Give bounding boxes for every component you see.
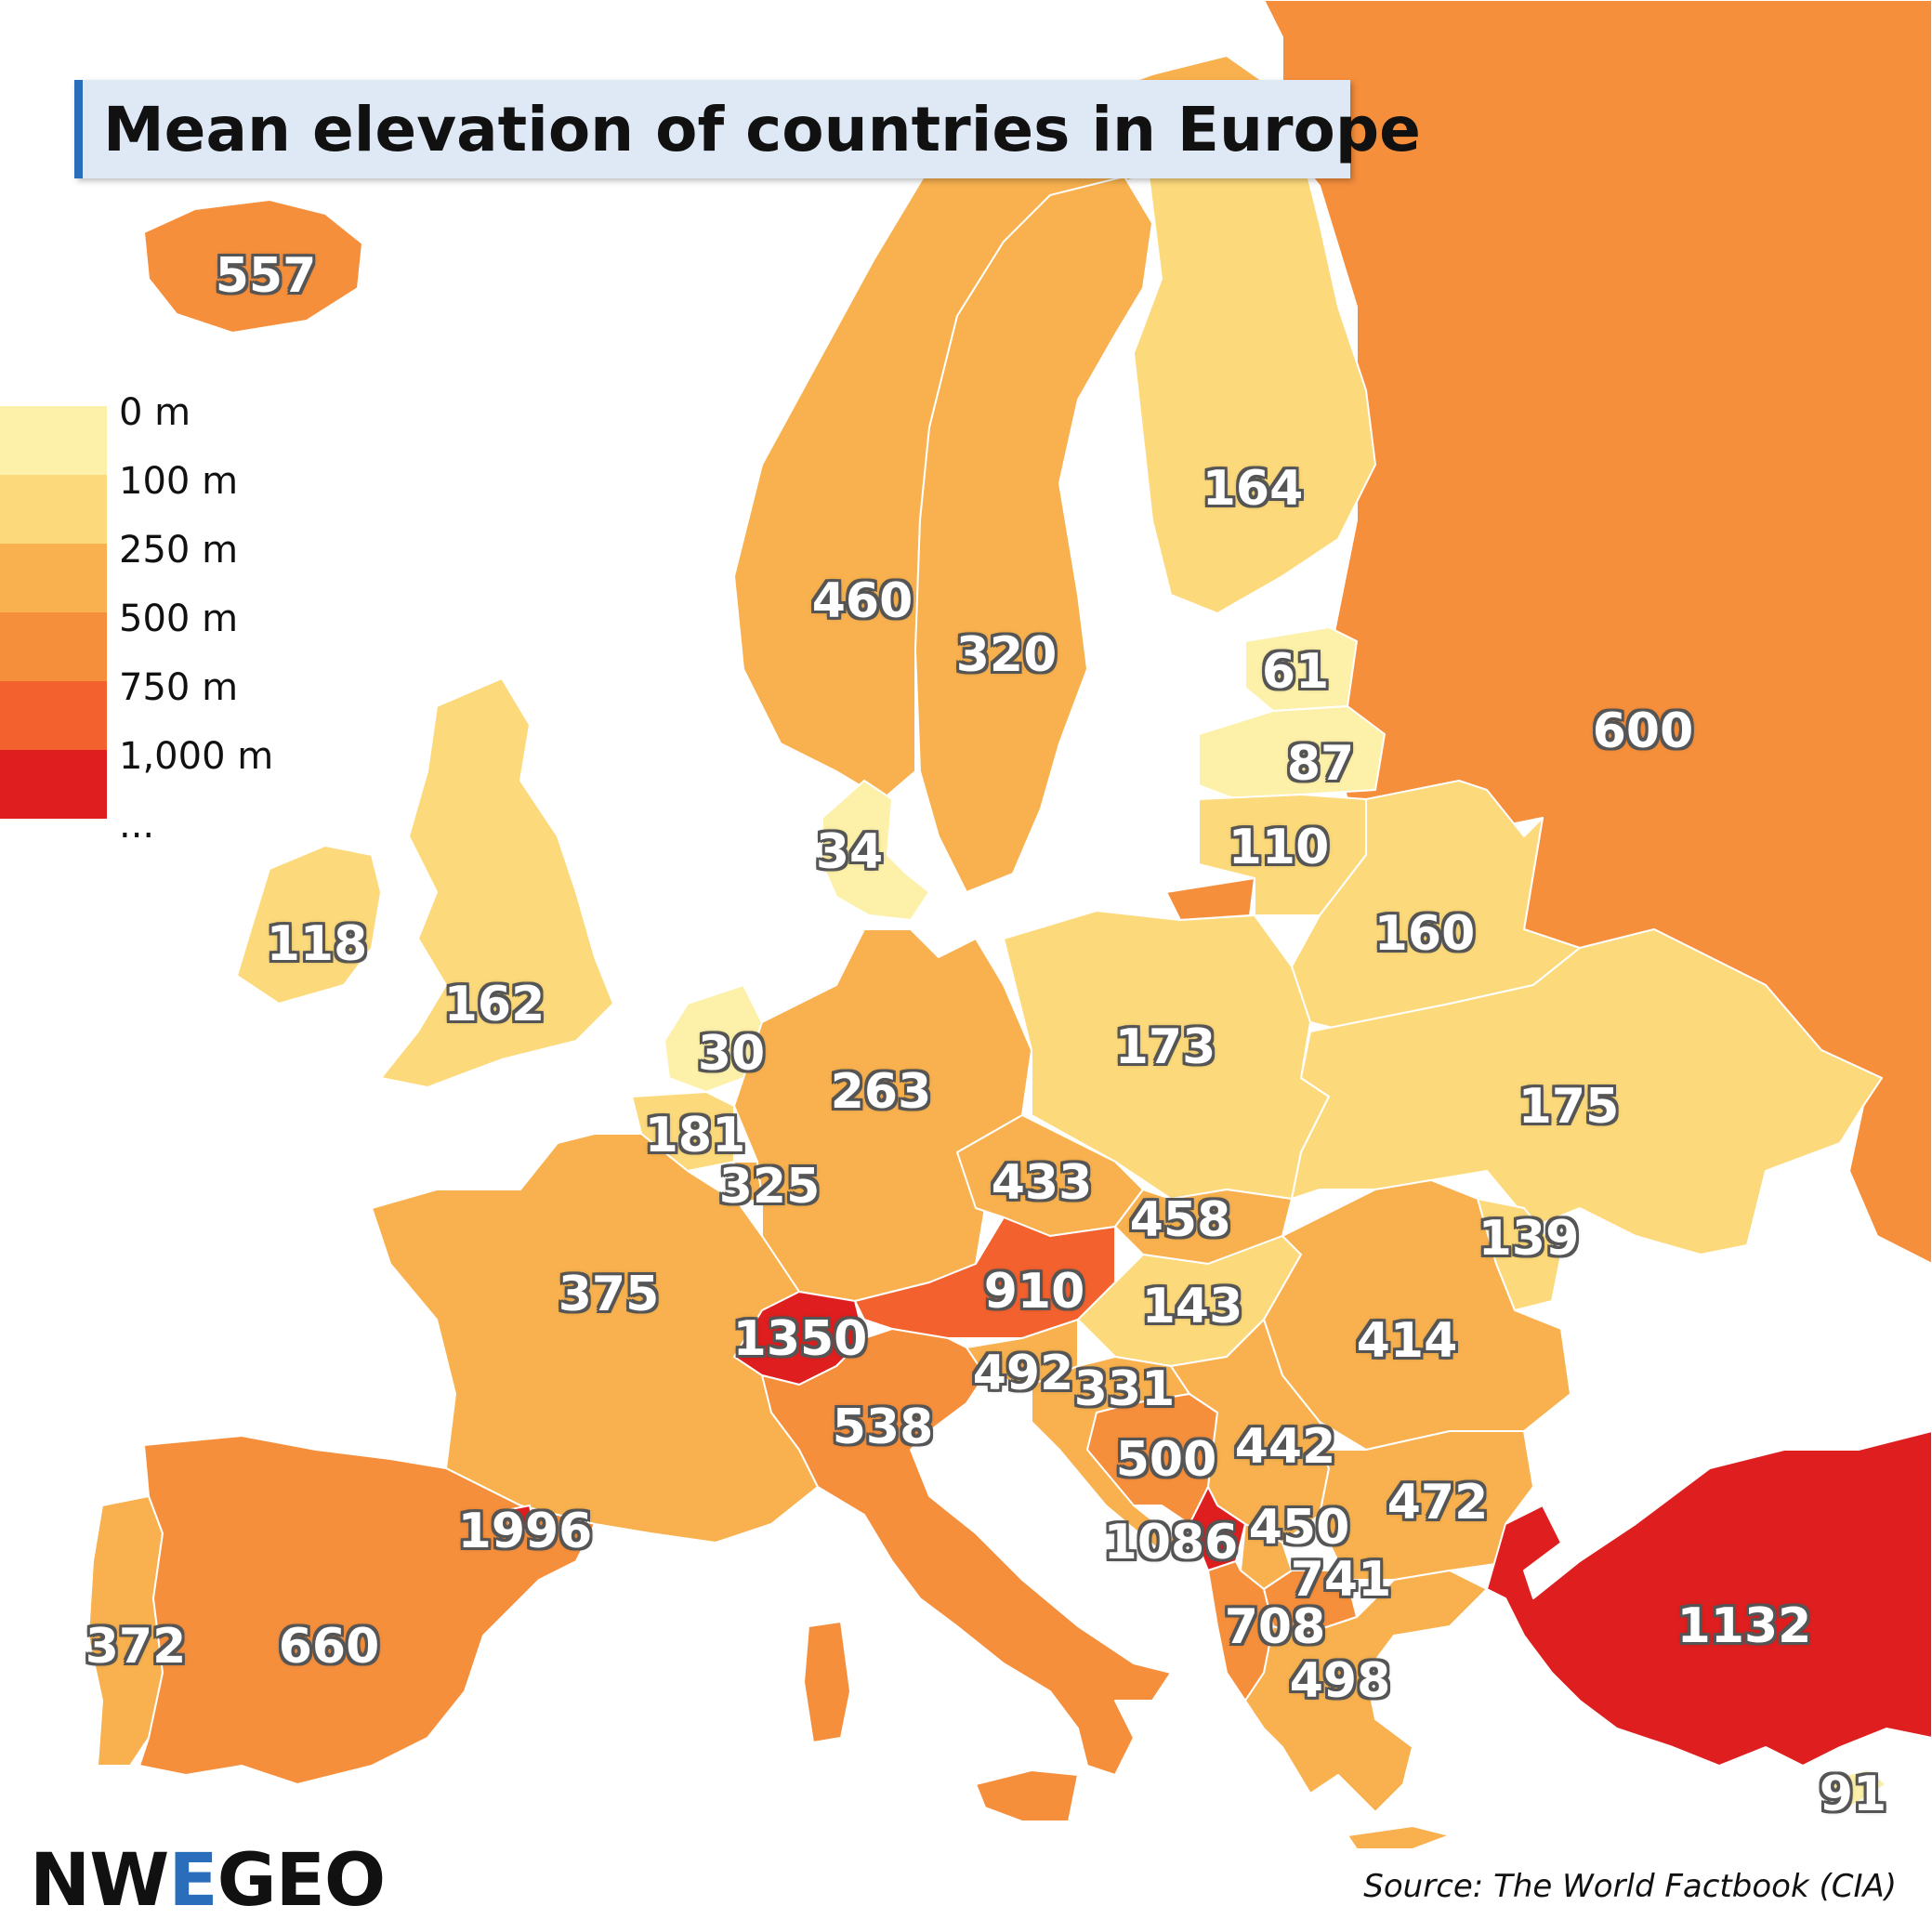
region-united-kingdom xyxy=(380,677,614,1088)
brand-accent: E xyxy=(168,1839,217,1923)
value-label-albania: 708 xyxy=(1224,1599,1326,1655)
value-label-latvia: 87 xyxy=(1286,736,1355,792)
value-label-bosnia: 500 xyxy=(1115,1432,1217,1488)
value-label-kosovo: 450 xyxy=(1248,1500,1350,1556)
value-label-moldova: 139 xyxy=(1478,1211,1580,1267)
value-label-hungary: 143 xyxy=(1141,1279,1243,1334)
region-italy xyxy=(761,1328,1172,1776)
value-label-switzerland: 1350 xyxy=(732,1311,868,1367)
value-label-belarus: 160 xyxy=(1373,906,1476,962)
value-label-finland: 164 xyxy=(1202,461,1304,517)
legend-label: 1,000 m xyxy=(119,735,274,778)
brand-prefix: NW xyxy=(30,1839,169,1923)
value-label-netherlands: 30 xyxy=(697,1026,766,1082)
value-label-estonia: 61 xyxy=(1261,644,1330,700)
brand-suffix: GEO xyxy=(217,1839,387,1923)
legend-label: 100 m xyxy=(119,460,239,503)
value-label-germany: 263 xyxy=(830,1064,932,1120)
legend-swatch xyxy=(0,612,107,681)
region-crete xyxy=(1347,1825,1451,1850)
value-label-turkey: 1132 xyxy=(1676,1598,1812,1654)
value-label-russia: 600 xyxy=(1592,703,1694,759)
value-label-bulgaria: 472 xyxy=(1387,1475,1489,1531)
value-label-poland: 173 xyxy=(1114,1019,1216,1075)
value-label-lithuania: 110 xyxy=(1228,820,1330,875)
value-label-luxembourg: 325 xyxy=(718,1159,821,1215)
value-label-cyprus: 91 xyxy=(1819,1767,1887,1822)
value-label-montenegro: 1086 xyxy=(1103,1515,1239,1571)
legend-swatch xyxy=(0,681,107,750)
value-label-croatia: 331 xyxy=(1073,1361,1176,1417)
legend-label: 0 m xyxy=(119,391,191,434)
region-turkey xyxy=(1486,1430,1932,1767)
region-sicily xyxy=(975,1769,1079,1822)
value-label-italy: 538 xyxy=(832,1400,934,1455)
value-label-sweden: 320 xyxy=(955,627,1058,683)
brand-logo: NWEGEO xyxy=(30,1845,386,1917)
value-label-spain: 660 xyxy=(278,1619,380,1675)
value-label-iceland: 557 xyxy=(215,248,317,304)
value-label-slovakia: 458 xyxy=(1129,1192,1231,1248)
legend-swatch xyxy=(0,475,107,544)
legend-label: 750 m xyxy=(119,666,239,709)
map-title: Mean elevation of countries in Europe xyxy=(103,93,1421,165)
value-label-north-macedonia: 741 xyxy=(1290,1552,1392,1608)
value-label-serbia: 442 xyxy=(1234,1419,1336,1475)
legend-label: 250 m xyxy=(119,529,239,572)
value-label-united-kingdom: 162 xyxy=(443,977,545,1032)
legend-label: 500 m xyxy=(119,598,239,640)
value-label-slovenia: 492 xyxy=(972,1346,1074,1401)
region-kaliningrad xyxy=(1165,877,1255,921)
region-serbia xyxy=(1170,1319,1330,1544)
region-andorra xyxy=(506,1505,535,1532)
legend-label: ... xyxy=(119,804,155,847)
region-sardinia xyxy=(803,1621,851,1743)
region-ireland xyxy=(236,845,382,1005)
region-iceland xyxy=(143,199,363,334)
legend-swatch xyxy=(0,406,107,475)
region-netherlands xyxy=(664,984,763,1093)
value-label-austria: 910 xyxy=(983,1264,1085,1320)
region-denmark xyxy=(821,780,930,921)
source-note: Source: The World Factbook (CIA) xyxy=(1363,1868,1897,1905)
value-label-portugal: 372 xyxy=(85,1619,187,1675)
region-spain xyxy=(138,1435,596,1785)
region-sweden xyxy=(914,176,1153,893)
value-label-france: 375 xyxy=(558,1267,660,1322)
legend-swatch xyxy=(0,750,107,819)
region-greece xyxy=(1244,1570,1488,1813)
value-label-czechia: 433 xyxy=(991,1155,1093,1211)
title-banner: Mean elevation of countries in Europe xyxy=(74,80,1421,178)
value-label-andorra: 1996 xyxy=(457,1504,593,1559)
value-label-greece: 498 xyxy=(1289,1653,1391,1709)
value-label-ireland: 118 xyxy=(266,916,368,972)
region-bulgaria xyxy=(1319,1430,1534,1581)
value-label-belgium: 181 xyxy=(644,1108,746,1163)
value-label-romania: 414 xyxy=(1356,1313,1458,1369)
region-ukraine xyxy=(1291,928,1883,1255)
region-latvia xyxy=(1198,705,1386,800)
value-label-norway: 460 xyxy=(811,573,913,629)
region-cyprus xyxy=(1820,1769,1887,1808)
legend-swatch xyxy=(0,544,107,612)
value-label-denmark: 34 xyxy=(815,824,884,880)
value-label-ukraine: 175 xyxy=(1518,1079,1620,1135)
